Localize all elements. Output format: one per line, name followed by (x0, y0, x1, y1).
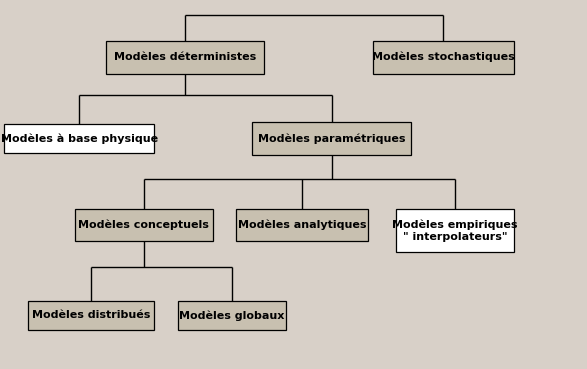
FancyBboxPatch shape (28, 301, 154, 330)
Text: Modèles déterministes: Modèles déterministes (114, 52, 256, 62)
Text: Modèles distribués: Modèles distribués (32, 310, 150, 321)
Text: Modèles analytiques: Modèles analytiques (238, 220, 366, 230)
Text: Modèles globaux: Modèles globaux (179, 310, 285, 321)
FancyBboxPatch shape (75, 209, 212, 241)
Text: Modèles paramétriques: Modèles paramétriques (258, 133, 406, 144)
Text: Modèles empiriques
" interpolateurs": Modèles empiriques " interpolateurs" (392, 220, 518, 242)
FancyBboxPatch shape (106, 41, 264, 74)
FancyBboxPatch shape (5, 124, 154, 153)
Text: Modèles à base physique: Modèles à base physique (1, 133, 158, 144)
FancyBboxPatch shape (373, 41, 514, 74)
Text: Modèles conceptuels: Modèles conceptuels (79, 220, 209, 230)
FancyBboxPatch shape (396, 210, 514, 252)
FancyBboxPatch shape (236, 209, 369, 241)
FancyBboxPatch shape (252, 122, 411, 155)
Text: Modèles stochastiques: Modèles stochastiques (372, 52, 515, 62)
FancyBboxPatch shape (177, 301, 286, 330)
